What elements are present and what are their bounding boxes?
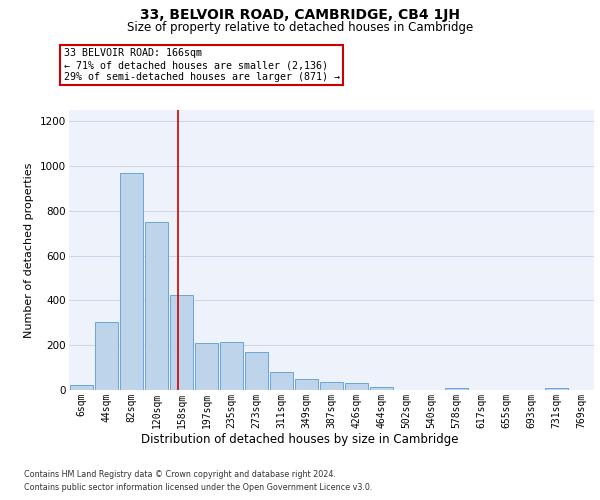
Bar xyxy=(345,384,368,390)
Y-axis label: Number of detached properties: Number of detached properties xyxy=(25,162,34,338)
Bar xyxy=(145,222,168,390)
Text: Contains public sector information licensed under the Open Government Licence v3: Contains public sector information licen… xyxy=(24,482,373,492)
Bar xyxy=(445,388,468,390)
Bar xyxy=(245,352,268,390)
Bar xyxy=(220,342,243,390)
Text: 33, BELVOIR ROAD, CAMBRIDGE, CB4 1JH: 33, BELVOIR ROAD, CAMBRIDGE, CB4 1JH xyxy=(140,8,460,22)
Bar xyxy=(320,382,343,390)
Text: Size of property relative to detached houses in Cambridge: Size of property relative to detached ho… xyxy=(127,21,473,34)
Bar xyxy=(545,388,568,390)
Text: Contains HM Land Registry data © Crown copyright and database right 2024.: Contains HM Land Registry data © Crown c… xyxy=(24,470,336,479)
Bar xyxy=(370,387,393,390)
Bar xyxy=(295,379,318,390)
Bar xyxy=(70,385,93,390)
Bar xyxy=(195,342,218,390)
Text: Distribution of detached houses by size in Cambridge: Distribution of detached houses by size … xyxy=(141,432,459,446)
Bar xyxy=(120,172,143,390)
Bar xyxy=(95,322,118,390)
Bar xyxy=(270,372,293,390)
Bar xyxy=(170,295,193,390)
Text: 33 BELVOIR ROAD: 166sqm
← 71% of detached houses are smaller (2,136)
29% of semi: 33 BELVOIR ROAD: 166sqm ← 71% of detache… xyxy=(64,48,340,82)
